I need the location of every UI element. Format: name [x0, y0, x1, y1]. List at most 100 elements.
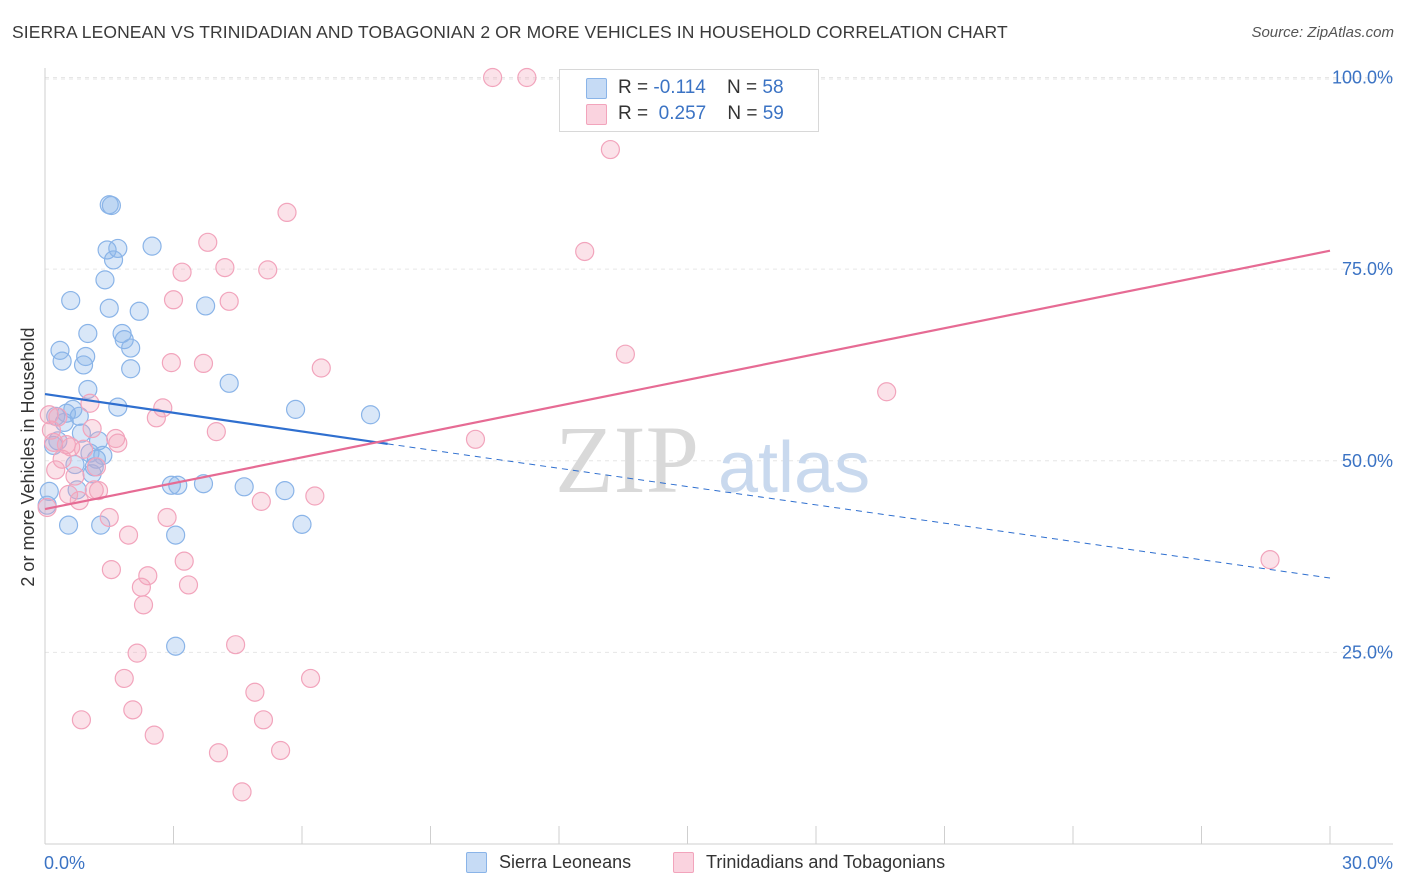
data-point	[193, 474, 214, 494]
n-label: N =	[727, 103, 758, 124]
data-point	[108, 238, 128, 259]
trend-line-sierra-leoneans	[44, 392, 388, 445]
data-point	[101, 195, 121, 216]
data-point	[52, 351, 72, 371]
legend-swatch-pink	[586, 103, 607, 125]
data-point	[78, 323, 98, 344]
tick-labels: 25.0% 50.0% 75.0% 100.0% 0.0% 30.0%	[44, 68, 1393, 874]
data-point	[71, 710, 92, 730]
data-point	[168, 475, 188, 495]
x-tick-label: 30.0%	[1342, 853, 1393, 873]
data-point	[166, 636, 186, 656]
correlation-legend: R = -0.114 N = 58 R = 0.257 N = 59	[559, 69, 819, 132]
data-point	[178, 575, 199, 595]
data-point	[174, 551, 194, 571]
data-point	[129, 301, 149, 321]
data-point	[206, 422, 226, 442]
data-point	[127, 643, 147, 663]
data-point	[253, 710, 274, 730]
data-point	[61, 290, 81, 311]
data-point	[285, 399, 306, 419]
data-point	[86, 457, 107, 477]
data-point	[65, 466, 85, 486]
data-point	[80, 393, 100, 413]
data-point	[234, 477, 254, 497]
data-point	[166, 525, 186, 545]
data-point	[483, 67, 503, 88]
n-value: 58	[762, 77, 784, 98]
y-tick-label: 100.0%	[1332, 68, 1393, 88]
data-point	[275, 481, 295, 501]
data-point	[69, 406, 89, 426]
data-point	[292, 514, 312, 534]
data-point	[600, 139, 621, 160]
data-point	[153, 398, 173, 418]
data-point	[99, 507, 119, 528]
source-label: Source: ZipAtlas.com	[1251, 24, 1394, 41]
data-point	[46, 460, 66, 480]
watermark-zip: ZIP	[555, 406, 699, 513]
data-point	[146, 408, 166, 428]
data-point	[95, 270, 115, 290]
watermark-atlas: atlas	[718, 428, 870, 508]
legend-label: Sierra Leoneans	[499, 852, 632, 872]
data-point	[118, 525, 139, 545]
gridlines	[45, 77, 1393, 653]
legend-item-sierra-leoneans: Sierra Leoneans	[466, 852, 631, 873]
data-point	[103, 250, 124, 270]
data-point	[93, 445, 113, 465]
data-point	[163, 290, 184, 310]
watermark: ZIP atlas	[555, 406, 870, 513]
data-point	[251, 491, 271, 511]
trend-line-sierra-leoneans-extension	[387, 443, 1331, 579]
data-point	[144, 725, 164, 745]
data-point	[39, 481, 59, 502]
data-point	[101, 559, 121, 580]
data-point	[99, 298, 119, 318]
data-point	[121, 338, 141, 358]
axes	[44, 68, 1393, 845]
data-points	[37, 67, 1280, 802]
data-point	[65, 454, 85, 475]
chart-title: SIERRA LEONEAN VS TRINIDADIAN AND TOBAGO…	[12, 22, 1008, 42]
legend-swatch-blue	[466, 852, 487, 873]
data-point	[615, 344, 635, 364]
r-value: -0.114	[653, 77, 706, 98]
legend-swatch-blue	[586, 77, 607, 99]
data-point	[48, 407, 68, 427]
data-point	[311, 358, 331, 378]
data-point	[465, 429, 486, 449]
data-point	[1260, 550, 1280, 570]
data-point	[123, 700, 143, 720]
r-value: 0.257	[658, 103, 707, 124]
data-point	[76, 346, 96, 367]
data-point	[142, 236, 162, 256]
data-point	[196, 296, 216, 316]
data-point	[245, 682, 265, 702]
data-point	[161, 353, 181, 373]
x-tick-label: 0.0%	[44, 853, 85, 873]
data-point	[82, 418, 102, 439]
data-point	[575, 241, 595, 262]
trend-line-trinidadians	[44, 249, 1331, 511]
data-point	[258, 260, 278, 280]
data-point	[226, 635, 246, 655]
data-point	[219, 291, 239, 311]
y-tick-label: 50.0%	[1342, 451, 1393, 471]
data-point	[157, 507, 177, 528]
y-axis-label: 2 or more Vehicles in Household	[18, 327, 38, 586]
data-point	[138, 566, 158, 586]
y-tick-label: 75.0%	[1342, 259, 1393, 279]
data-point	[877, 382, 897, 402]
r-label: R =	[618, 77, 649, 98]
data-point	[517, 67, 537, 88]
data-point	[270, 740, 291, 761]
data-point	[71, 423, 92, 443]
data-point	[108, 397, 128, 417]
data-point	[73, 439, 94, 459]
trend-lines	[44, 249, 1331, 579]
n-label: N =	[726, 77, 758, 98]
data-point	[133, 595, 154, 615]
data-point	[58, 515, 79, 535]
